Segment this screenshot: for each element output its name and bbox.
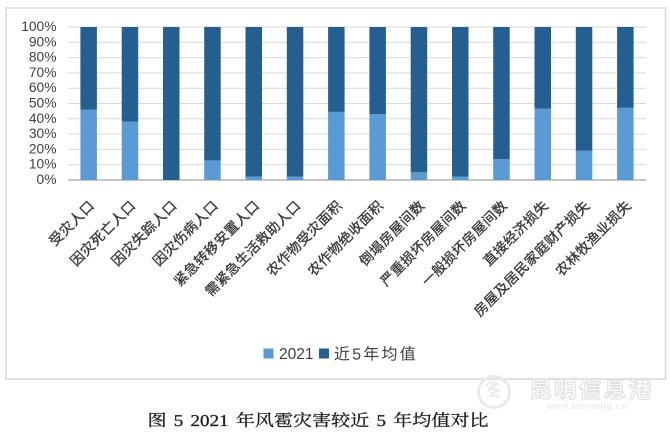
svg-text:90%: 90%: [29, 34, 57, 49]
svg-text:70%: 70%: [29, 65, 57, 80]
svg-text:20%: 20%: [29, 141, 57, 156]
svg-text:10%: 10%: [29, 157, 57, 172]
svg-text:80%: 80%: [29, 50, 57, 65]
svg-text:30%: 30%: [29, 126, 57, 141]
svg-text:2021: 2021: [279, 346, 313, 363]
svg-text:40%: 40%: [29, 111, 57, 126]
svg-text:www.kunming.cn: www.kunming.cn: [545, 401, 627, 412]
svg-text:50%: 50%: [29, 96, 57, 111]
svg-text:60%: 60%: [29, 80, 57, 95]
svg-text:100%: 100%: [21, 19, 56, 34]
svg-text:0%: 0%: [37, 172, 57, 187]
